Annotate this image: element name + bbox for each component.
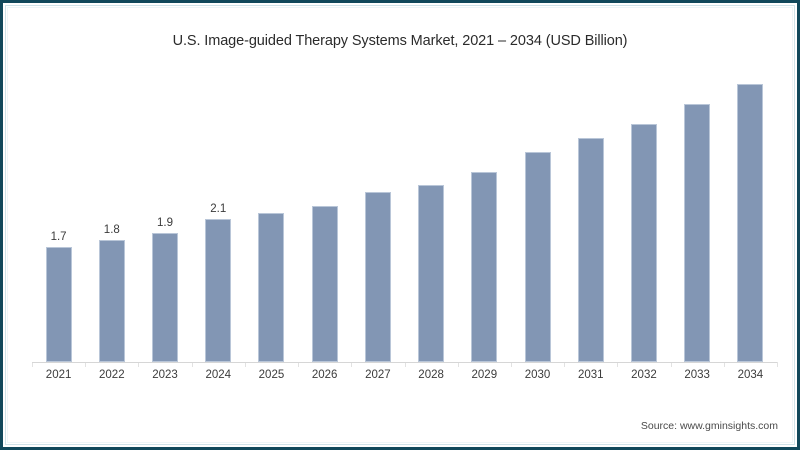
x-axis-line	[32, 362, 777, 363]
bar-value-label: 1.9	[157, 216, 174, 229]
bar-slot	[511, 70, 564, 362]
bar-slot: 2.1	[192, 70, 245, 362]
x-tick-label-2029: 2029	[471, 369, 498, 381]
bar-value-label: 1.7	[50, 230, 67, 243]
x-axis-tick-mark	[138, 362, 140, 367]
bar[interactable]	[98, 239, 125, 362]
x-tick-label-2032: 2032	[631, 369, 657, 381]
bar-slot	[564, 70, 617, 362]
bar-value-label: 2.1	[210, 203, 227, 216]
bar[interactable]	[684, 103, 711, 362]
source-attribution: Source: www.gminsights.com	[640, 420, 778, 432]
x-axis-tick-mark	[777, 362, 778, 367]
bar-slot	[724, 70, 777, 362]
x-axis-tick-mark	[510, 362, 512, 367]
x-axis-tick-mark	[298, 362, 300, 367]
x-axis-tick-mark	[723, 362, 725, 367]
bar-slot	[298, 70, 351, 362]
x-axis-tick-mark	[85, 362, 87, 367]
bar[interactable]	[152, 232, 179, 362]
x-tick-label-2024: 2024	[205, 369, 232, 381]
x-axis-tick-mark	[617, 362, 619, 367]
x-axis-tick-mark	[457, 362, 459, 367]
chart-title: U.S. Image-guided Therapy Systems Market…	[172, 33, 628, 49]
bar-slot	[351, 70, 404, 362]
x-axis-tick-mark	[404, 362, 406, 367]
bar-slot	[617, 70, 670, 362]
x-tick-label-2031: 2031	[577, 369, 604, 381]
bar-value-label: 1.8	[103, 223, 120, 236]
x-tick-label-2025: 2025	[258, 369, 285, 381]
bar-slot: 1.9	[138, 70, 191, 362]
x-axis-tick-mark	[244, 362, 246, 367]
bar-slot	[405, 70, 458, 362]
x-tick-label-2028: 2028	[418, 369, 444, 381]
bar[interactable]	[311, 205, 338, 362]
bar-series: 1.7 1.8 1.9 2.1	[32, 70, 778, 367]
x-axis-tick-mark	[32, 362, 33, 367]
bar[interactable]	[205, 219, 232, 362]
bar[interactable]	[258, 212, 285, 362]
bar[interactable]	[45, 246, 72, 362]
bar-slot	[458, 70, 511, 362]
bar[interactable]	[737, 83, 764, 362]
bar[interactable]	[524, 151, 551, 362]
bar-slot	[245, 70, 298, 362]
bar[interactable]	[471, 171, 498, 362]
bar-slot: 1.8	[85, 70, 138, 362]
x-tick-label-2021: 2021	[45, 369, 72, 381]
bar[interactable]	[364, 192, 391, 362]
x-tick-label-2026: 2026	[311, 369, 338, 381]
x-axis-tick-mark	[670, 362, 672, 367]
x-axis-tick-mark	[351, 362, 353, 367]
x-axis-tick-mark	[564, 362, 566, 367]
x-axis-tick-mark	[191, 362, 193, 367]
bar[interactable]	[630, 124, 657, 362]
x-tick-label-2027: 2027	[365, 369, 391, 381]
bar[interactable]	[577, 137, 604, 362]
x-tick-label-2033: 2033	[684, 369, 710, 381]
bar-slot: 1.7	[32, 70, 85, 362]
x-tick-label-2022: 2022	[99, 369, 125, 381]
x-tick-label-2034: 2034	[737, 369, 764, 381]
x-tick-label-2030: 2030	[524, 369, 551, 381]
x-axis-tick-labels: 2021 2022 2023 2024 2025 2026 2027 2028 2029 2030…	[32, 369, 777, 387]
x-tick-label-2023: 2023	[152, 369, 178, 381]
bar[interactable]	[418, 185, 445, 362]
bar-slot	[671, 70, 724, 362]
